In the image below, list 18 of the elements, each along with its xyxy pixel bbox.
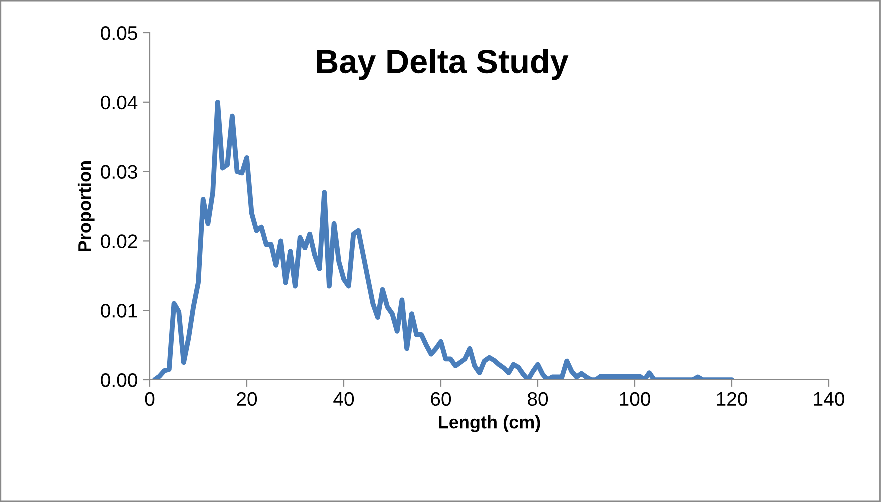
y-tick-label: 0.05 <box>101 26 138 40</box>
line-series <box>152 100 734 380</box>
y-tick-label: 0.04 <box>101 96 138 110</box>
y-tick-label: 0.03 <box>101 165 138 180</box>
x-tick-label: 80 <box>528 392 548 406</box>
y-tick-label: 0.02 <box>101 234 138 248</box>
x-tick-label: 60 <box>431 392 452 406</box>
x-tick-label: 0 <box>145 392 155 406</box>
x-tick-label: 40 <box>334 392 354 406</box>
y-tick-label: 0.00 <box>101 373 138 388</box>
x-tick-label: 120 <box>717 392 748 406</box>
chart-title: Bay Delta Study <box>317 49 569 80</box>
x-tick-label: 20 <box>237 392 258 406</box>
x-tick-label: 100 <box>620 392 650 406</box>
y-axis-title: Proportion <box>78 161 95 252</box>
x-tick-label: 140 <box>814 392 844 406</box>
y-tick-label: 0.01 <box>101 304 138 318</box>
x-axis-title: Length (cm) <box>439 415 540 432</box>
